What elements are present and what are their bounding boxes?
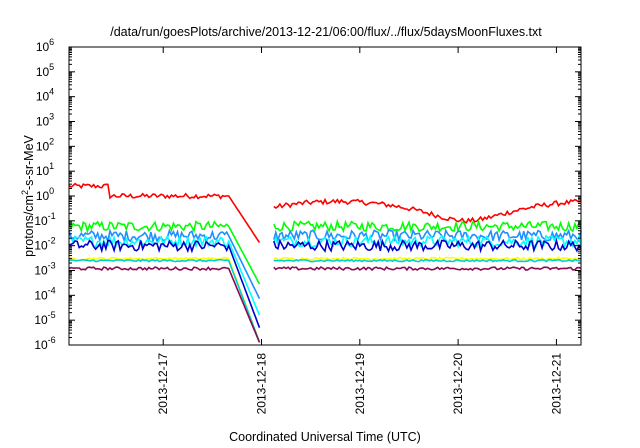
series-line-before-gap (68, 258, 261, 343)
y-tick-label: 10-3 (34, 261, 55, 278)
axes-layer: 10-6 10-5 10-4 10-3 10-2 10-1 100 101 102 103 104 1… (34, 37, 581, 414)
x-tick-label: 2013-12-20 (451, 353, 465, 415)
y-axis-label-group: protons/cm2-s-sr-MeV (20, 134, 36, 256)
y-axis-label-rest: -s-sr-MeV (22, 134, 36, 190)
series-line-before-gap (68, 266, 261, 343)
series-line (68, 237, 582, 328)
series-line-before-gap (69, 256, 261, 343)
y-tick-label: 106 (36, 37, 54, 54)
y-tick-label: 102 (36, 136, 54, 153)
series-line-before-gap (68, 239, 261, 328)
series-line-before-gap (68, 182, 261, 244)
series-line (68, 218, 582, 285)
x-tick-label: 2013-12-17 (156, 353, 170, 415)
y-axis-label-main: protons/cm (22, 195, 36, 257)
y-tick-label: 10-2 (34, 236, 55, 253)
y-tick-label: 100 (36, 186, 54, 203)
series-line-after-gap (273, 218, 582, 234)
x-tick-label: 2013-12-21 (549, 353, 563, 415)
series-line-before-gap (68, 228, 261, 299)
y-tick-label: 10-4 (34, 285, 55, 302)
series-layer (68, 182, 582, 343)
y-tick-label: 10-6 (34, 335, 55, 352)
chart-title: /data/run/goesPlots/archive/2013-12-21/0… (110, 25, 542, 39)
series-line-after-gap (273, 237, 582, 254)
series-line-before-gap (68, 219, 261, 285)
x-tick-label: 2013-12-19 (353, 353, 367, 415)
y-tick-label: 105 (36, 62, 54, 79)
series-line-before-gap (68, 234, 261, 316)
series-line-after-gap (273, 258, 582, 263)
y-tick-label: 10-5 (34, 310, 55, 327)
y-tick-label: 10-1 (34, 211, 55, 228)
series-line-after-gap (273, 197, 582, 224)
y-tick-label: 101 (36, 161, 54, 178)
x-axis-label: Coordinated Universal Time (UTC) (229, 430, 421, 444)
y-axis-label: protons/cm2-s-sr-MeV (20, 134, 36, 256)
series-line (68, 266, 582, 343)
series-line (68, 182, 582, 244)
series-line (68, 258, 582, 343)
series-line-after-gap (273, 266, 582, 272)
y-axis-label-sup: 2 (20, 190, 30, 195)
y-tick-label: 104 (36, 87, 54, 104)
y-tick-label: 103 (36, 112, 54, 129)
x-tick-label: 2013-12-18 (255, 353, 269, 415)
